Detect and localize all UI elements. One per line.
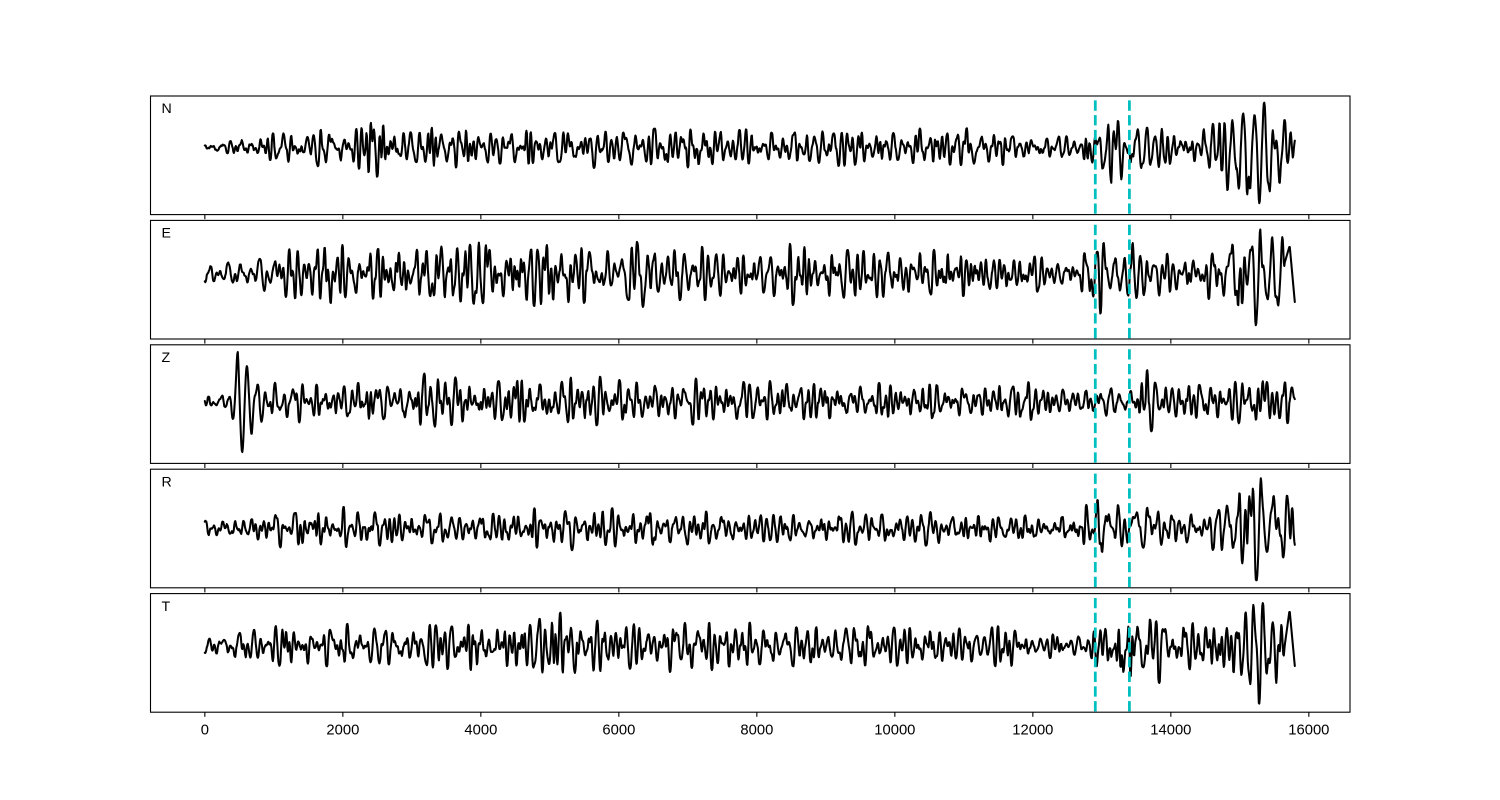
svg-text:T: T (162, 599, 171, 615)
svg-text:0: 0 (201, 723, 209, 739)
svg-text:N: N (162, 101, 172, 117)
svg-text:4000: 4000 (464, 723, 497, 739)
svg-text:16000: 16000 (1288, 723, 1329, 739)
svg-text:2000: 2000 (326, 723, 359, 739)
svg-text:10000: 10000 (874, 723, 915, 739)
svg-text:6000: 6000 (602, 723, 635, 739)
svg-text:12000: 12000 (1012, 723, 1053, 739)
svg-text:8000: 8000 (740, 723, 773, 739)
svg-text:E: E (162, 226, 171, 242)
svg-text:14000: 14000 (1150, 723, 1191, 739)
svg-text:Z: Z (162, 350, 171, 366)
svg-text:R: R (162, 474, 172, 490)
